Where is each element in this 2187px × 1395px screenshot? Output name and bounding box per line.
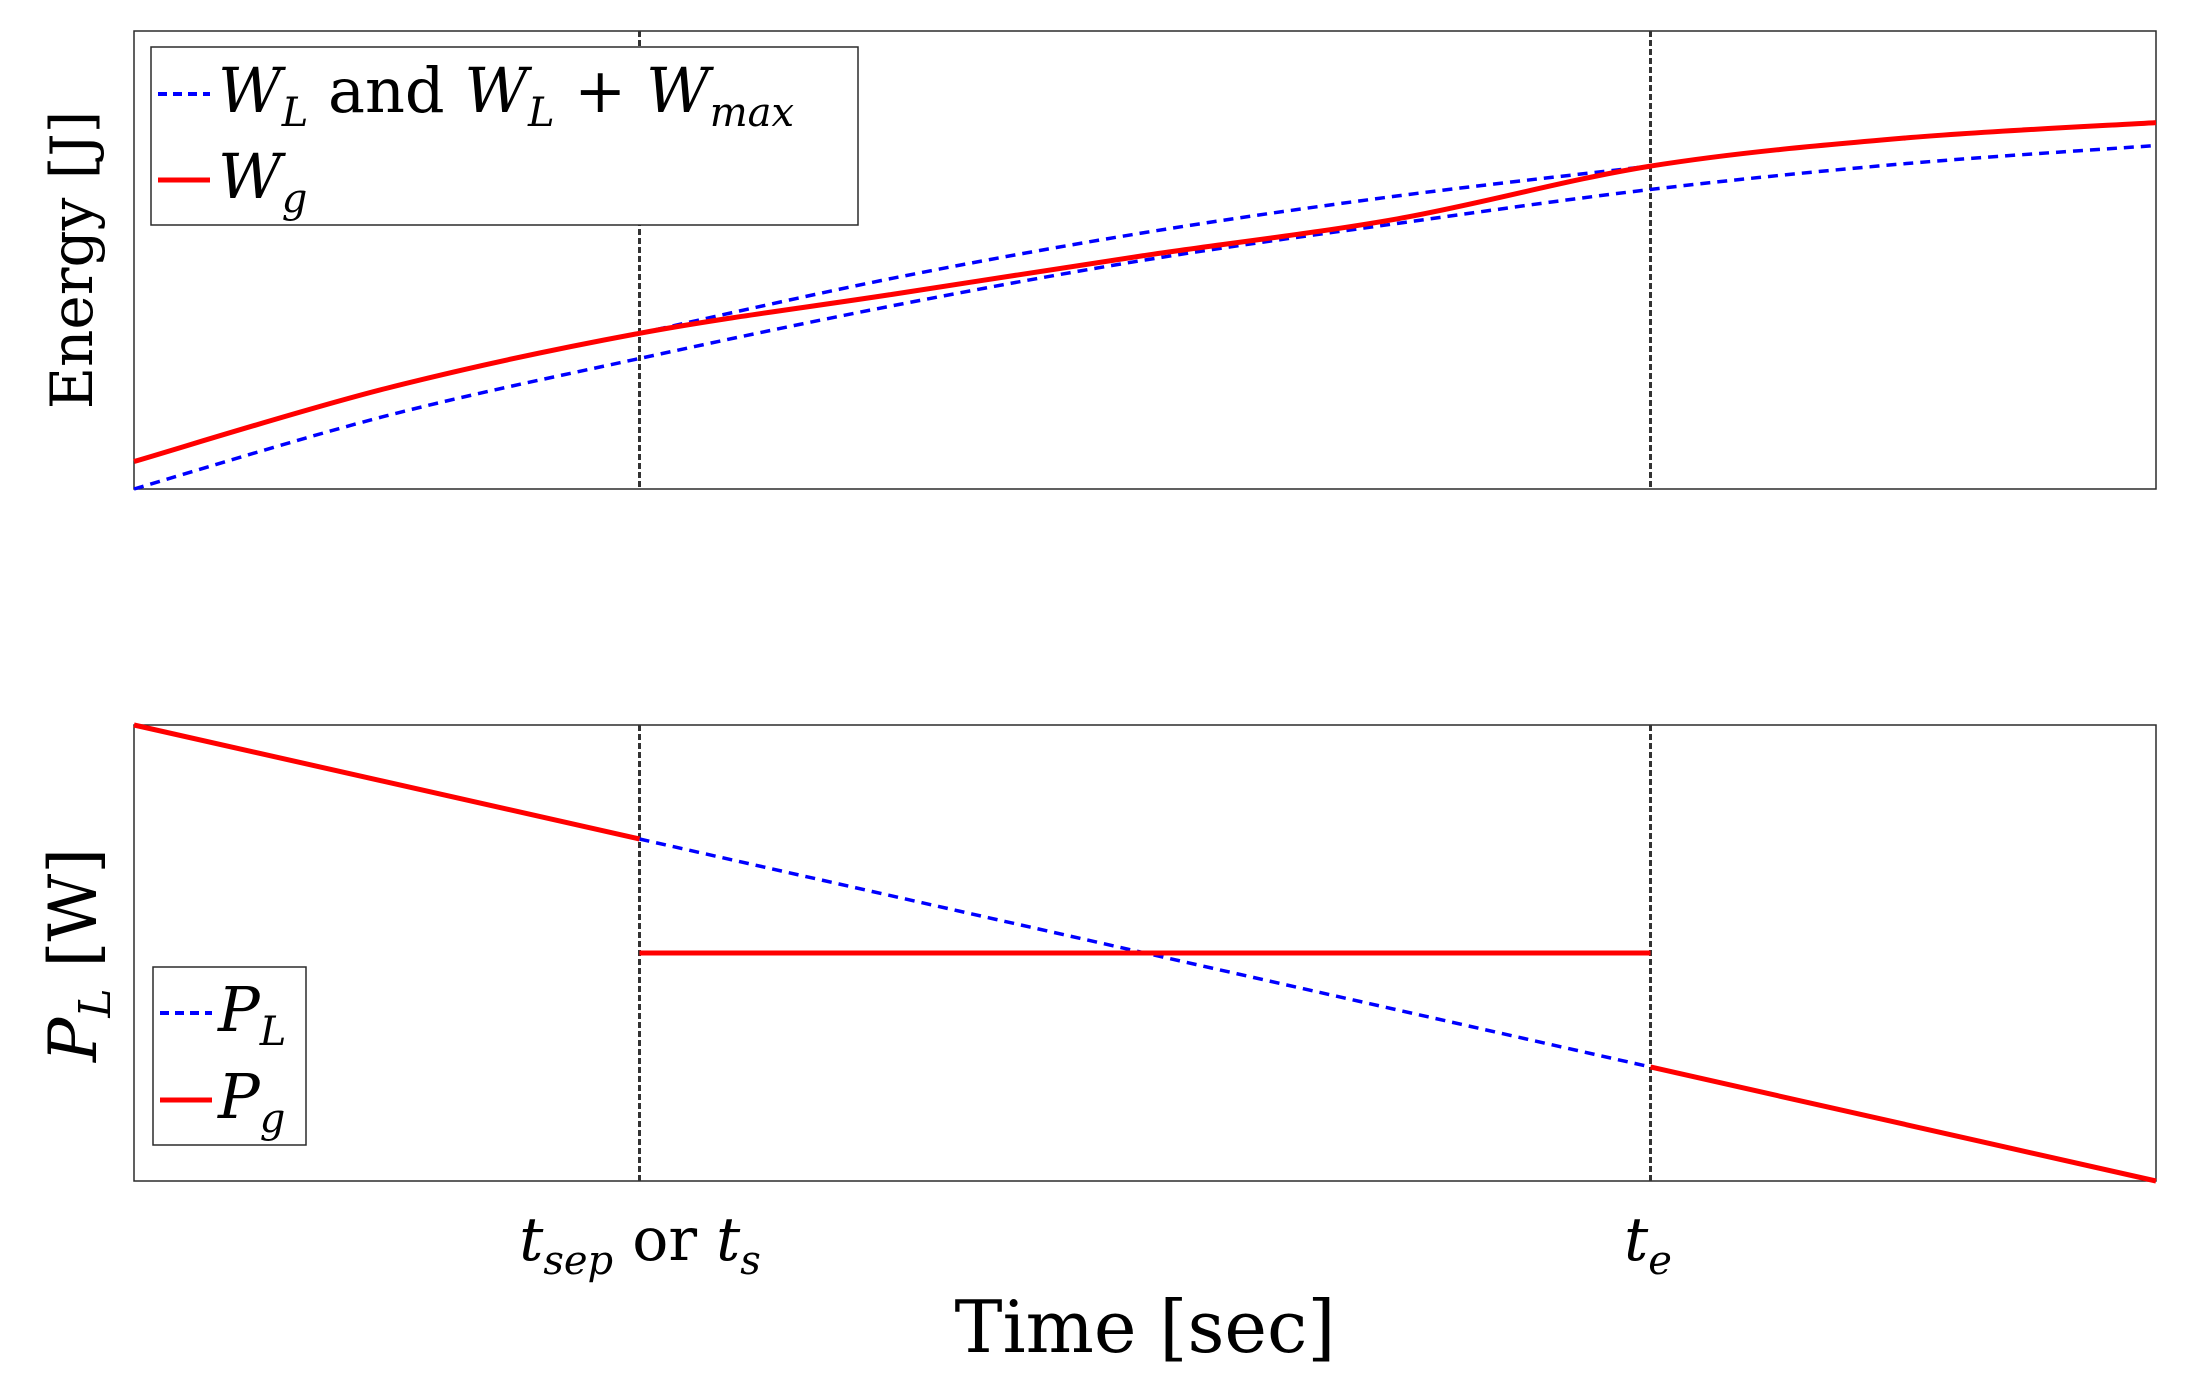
legend-label-pg: Pg bbox=[217, 1060, 285, 1142]
power-series-p-g-segment-1 bbox=[133, 722, 641, 842]
energy-series-w-g bbox=[133, 120, 2157, 464]
energy-axes-frame bbox=[133, 30, 2157, 490]
energy-panel: Energy [J] WL and WL + Wmax Wg bbox=[38, 30, 2157, 491]
power-legend: PL Pg bbox=[152, 966, 307, 1146]
legend-label-pl: PL bbox=[217, 973, 286, 1055]
xtick-label-tsep-or-ts: tsep or ts bbox=[519, 1205, 761, 1284]
time-xlabel: Time [sec] bbox=[955, 1285, 1336, 1369]
power-ylabel: PL [W] bbox=[35, 848, 121, 1063]
energy-ylabel: Energy [J] bbox=[38, 111, 106, 410]
legend-label-wg: Wg bbox=[218, 140, 307, 222]
power-panel: PL [W] PL Pg tsep or ts te Time [sec] bbox=[35, 722, 2157, 1369]
power-axes-frame bbox=[133, 724, 2157, 1182]
legend-label-wl: WL and WL + Wmax bbox=[218, 54, 794, 136]
power-series-p-g-segment-3 bbox=[1649, 1064, 2157, 1184]
energy-legend: WL and WL + Wmax Wg bbox=[150, 46, 859, 226]
energy-legend-box bbox=[150, 46, 859, 226]
energy-series-w-l-w-max bbox=[639, 164, 1651, 335]
energy-series-w-l bbox=[133, 143, 2157, 491]
xtick-label-te: te bbox=[1624, 1205, 1672, 1284]
power-legend-box bbox=[152, 966, 307, 1146]
